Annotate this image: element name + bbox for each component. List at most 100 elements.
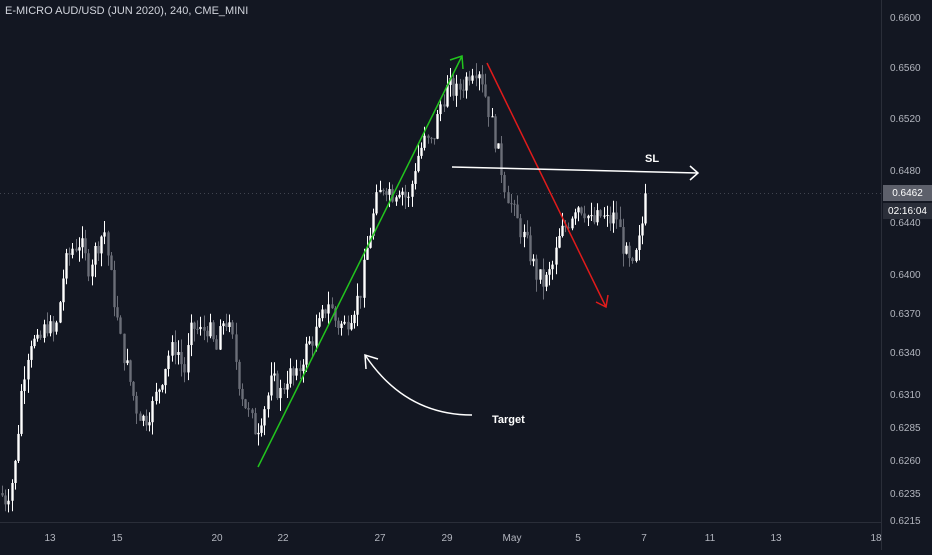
candle-body xyxy=(39,334,42,338)
candle xyxy=(452,74,455,101)
candle-body xyxy=(247,408,250,410)
candle xyxy=(123,333,126,371)
down-trend-arrow[interactable] xyxy=(486,62,609,309)
time-scale[interactable]: 13 15 20 22 27 29 May 5 7 11 13 18 xyxy=(0,522,882,545)
candle-body xyxy=(539,269,542,280)
candle-body xyxy=(583,213,586,219)
candle xyxy=(583,205,586,223)
candle xyxy=(478,71,481,91)
candle-body xyxy=(430,137,433,139)
candle-body xyxy=(107,232,110,256)
candle xyxy=(439,98,442,122)
candle xyxy=(164,368,167,394)
candle xyxy=(302,359,305,383)
candle-body xyxy=(331,304,334,309)
candle xyxy=(27,353,30,393)
candle xyxy=(487,96,490,127)
y-tick-label: 0.6560 xyxy=(890,63,921,74)
candle-body xyxy=(222,323,225,327)
candle-body xyxy=(267,395,270,410)
candle xyxy=(260,418,263,437)
candles xyxy=(1,63,647,513)
candle-body xyxy=(71,248,74,255)
candle-body xyxy=(379,189,382,193)
candle xyxy=(75,239,78,253)
candle xyxy=(235,322,238,370)
candle xyxy=(516,195,519,219)
candle xyxy=(196,320,199,335)
candle xyxy=(183,357,186,383)
candle xyxy=(23,366,26,404)
candle-body xyxy=(548,269,551,275)
candle-body xyxy=(510,203,513,205)
candle xyxy=(219,319,222,351)
candle-body xyxy=(356,295,359,315)
price-scale[interactable]: 0.6600 0.6560 0.6520 0.6480 0.6440 0.6400 0.63… xyxy=(0,0,921,550)
target-arrow[interactable] xyxy=(364,353,473,416)
candle-body xyxy=(199,326,202,330)
candle-body xyxy=(532,258,535,262)
symbol-title: E-MICRO AUD/USD (JUN 2020), 240, CME_MIN… xyxy=(5,5,249,17)
candle xyxy=(628,242,631,267)
candle xyxy=(571,216,574,231)
candle-body xyxy=(439,104,442,115)
candle xyxy=(619,206,622,228)
x-tick-label: 15 xyxy=(111,533,123,544)
candle-body xyxy=(97,245,100,254)
candle-body xyxy=(385,191,388,195)
candle xyxy=(1,485,4,498)
candle-body xyxy=(286,383,289,390)
candle xyxy=(231,320,234,339)
candle-body xyxy=(206,330,209,337)
candle xyxy=(401,187,404,206)
candle-body xyxy=(225,323,228,328)
x-tick-label: 13 xyxy=(44,533,56,544)
candle-body xyxy=(395,197,398,202)
candle xyxy=(305,336,308,373)
candle-body xyxy=(561,225,564,236)
candle-body xyxy=(471,75,474,81)
candle xyxy=(190,314,193,357)
candle-body xyxy=(366,247,369,260)
candle-body xyxy=(641,223,644,236)
candle-body xyxy=(484,84,487,97)
candle xyxy=(603,207,606,219)
candle xyxy=(407,192,410,208)
candle xyxy=(644,183,647,226)
y-tick-label: 0.6600 xyxy=(890,13,921,24)
candle-body xyxy=(311,341,314,346)
candle xyxy=(555,236,558,275)
sl-line[interactable] xyxy=(451,165,700,181)
candle xyxy=(292,366,295,386)
candle xyxy=(145,409,148,431)
candle xyxy=(203,315,206,341)
candle xyxy=(126,348,129,366)
candle-body xyxy=(558,235,561,248)
candle-body xyxy=(535,258,538,280)
candle-body xyxy=(59,302,62,323)
candle xyxy=(155,382,158,405)
candle xyxy=(222,320,225,335)
candle xyxy=(343,315,346,325)
candle xyxy=(481,65,484,93)
candle xyxy=(318,312,321,328)
candle-body xyxy=(606,215,609,217)
candle xyxy=(36,328,39,342)
candle-body xyxy=(308,341,311,344)
y-tick-label: 0.6260 xyxy=(890,456,921,467)
candle xyxy=(548,261,551,286)
candle xyxy=(94,242,97,278)
candle-body xyxy=(193,322,196,329)
candle xyxy=(315,314,318,352)
candle-body xyxy=(625,245,628,254)
candle xyxy=(356,283,359,327)
candle-body xyxy=(177,352,180,355)
candle xyxy=(107,230,110,266)
candle xyxy=(119,315,122,335)
candle xyxy=(635,248,638,263)
up-trend-arrow[interactable] xyxy=(257,54,464,468)
candle xyxy=(385,187,388,202)
candle xyxy=(503,171,506,199)
candle xyxy=(529,226,532,266)
